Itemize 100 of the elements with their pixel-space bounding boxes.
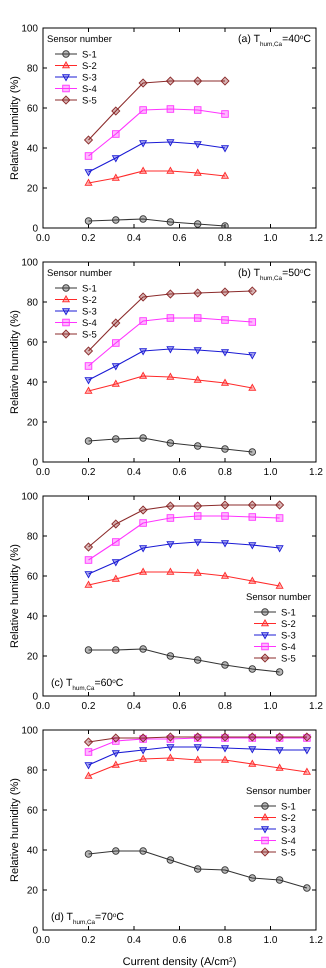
point	[112, 559, 120, 566]
point	[248, 665, 256, 673]
point	[248, 760, 256, 767]
x-tick-label: 0.2	[82, 233, 96, 244]
point	[166, 744, 174, 752]
point	[112, 574, 120, 582]
point	[221, 316, 229, 324]
legend-label: S-3	[281, 630, 296, 642]
x-tick-label: 0.4	[127, 467, 142, 478]
point	[166, 856, 174, 864]
x-tick-label: 0.2	[82, 935, 96, 946]
y-axis-title: Relative humidity (%)	[9, 544, 21, 648]
text: $_{hum,Ca}$=40$^{o}$C	[260, 33, 311, 48]
point	[84, 556, 92, 564]
point	[111, 318, 120, 328]
point	[194, 106, 202, 114]
y-tick-label: 80	[26, 64, 38, 74]
y-tick-label: 60	[26, 806, 38, 816]
point	[221, 866, 229, 874]
y-tick-label: 40	[26, 378, 38, 388]
point	[275, 500, 284, 510]
x-tick-label: 0.0	[36, 233, 50, 244]
point	[194, 376, 202, 383]
point	[112, 435, 120, 443]
y-tick-label: 100	[21, 258, 38, 268]
point	[139, 545, 147, 552]
point	[276, 764, 284, 771]
x-tick-label: 0.8	[218, 935, 232, 946]
point	[84, 362, 92, 370]
point	[276, 514, 284, 522]
point	[220, 500, 230, 510]
legend-label: S-5	[281, 654, 296, 664]
point	[248, 500, 257, 510]
point	[166, 76, 175, 86]
x-tick-label: 0.6	[172, 935, 187, 946]
point	[248, 542, 256, 550]
legend-label: S-5	[82, 330, 97, 340]
point	[139, 645, 147, 653]
y-tick-label: 80	[26, 298, 38, 308]
point	[221, 540, 229, 548]
point	[221, 572, 229, 579]
point	[221, 349, 229, 356]
x-tick-label: 0.6	[172, 233, 187, 244]
point	[139, 847, 147, 855]
point	[139, 348, 147, 356]
legend-title: Sensor number	[246, 786, 311, 797]
x-tick-label: 0.8	[218, 467, 232, 478]
legend-label: S-2	[82, 295, 97, 306]
point	[194, 168, 202, 176]
point	[248, 384, 256, 391]
point	[194, 756, 202, 763]
y-tick-label: 0	[32, 458, 38, 468]
point	[112, 538, 120, 546]
point	[166, 652, 174, 660]
point	[248, 352, 256, 360]
point	[84, 386, 92, 394]
point	[166, 732, 175, 742]
point	[221, 378, 229, 386]
x-tick-label: 0.4	[127, 935, 142, 946]
point	[84, 850, 92, 858]
x-tick-label: 1.0	[264, 233, 278, 244]
y-tick-label: 0	[32, 692, 38, 702]
y-tick-label: 20	[26, 886, 38, 896]
y-tick-label: 80	[26, 766, 38, 776]
y-tick-label: 20	[26, 652, 38, 662]
point	[84, 646, 92, 654]
y-tick-label: 0	[32, 224, 38, 234]
text: (b) T	[238, 267, 260, 279]
point	[84, 738, 93, 746]
y-tick-label: 40	[26, 144, 38, 154]
point	[221, 110, 229, 118]
point	[84, 580, 92, 588]
point	[166, 139, 174, 146]
point	[194, 656, 202, 664]
point	[194, 141, 202, 148]
point	[303, 747, 311, 754]
point	[84, 542, 93, 552]
y-tick-label: 60	[26, 338, 38, 348]
point	[194, 220, 202, 228]
point	[166, 346, 174, 354]
point	[276, 582, 284, 589]
x-tick-label: 1.2	[309, 233, 324, 244]
legend-label: S-1	[82, 50, 97, 60]
point	[139, 754, 147, 762]
point	[112, 339, 120, 347]
point	[84, 571, 92, 578]
y-tick-label: 100	[21, 492, 38, 502]
point	[248, 513, 256, 521]
legend-title: Sensor number	[47, 268, 112, 279]
y-tick-label: 40	[26, 846, 38, 856]
point	[166, 166, 174, 174]
point	[112, 216, 120, 224]
x-tick-label: 1.0	[264, 935, 278, 946]
point	[221, 445, 229, 453]
point	[166, 502, 175, 510]
point	[220, 288, 230, 296]
point	[194, 512, 202, 520]
y-tick-label: 20	[26, 418, 38, 428]
y-tick-label: 60	[26, 572, 38, 582]
point	[166, 514, 174, 522]
